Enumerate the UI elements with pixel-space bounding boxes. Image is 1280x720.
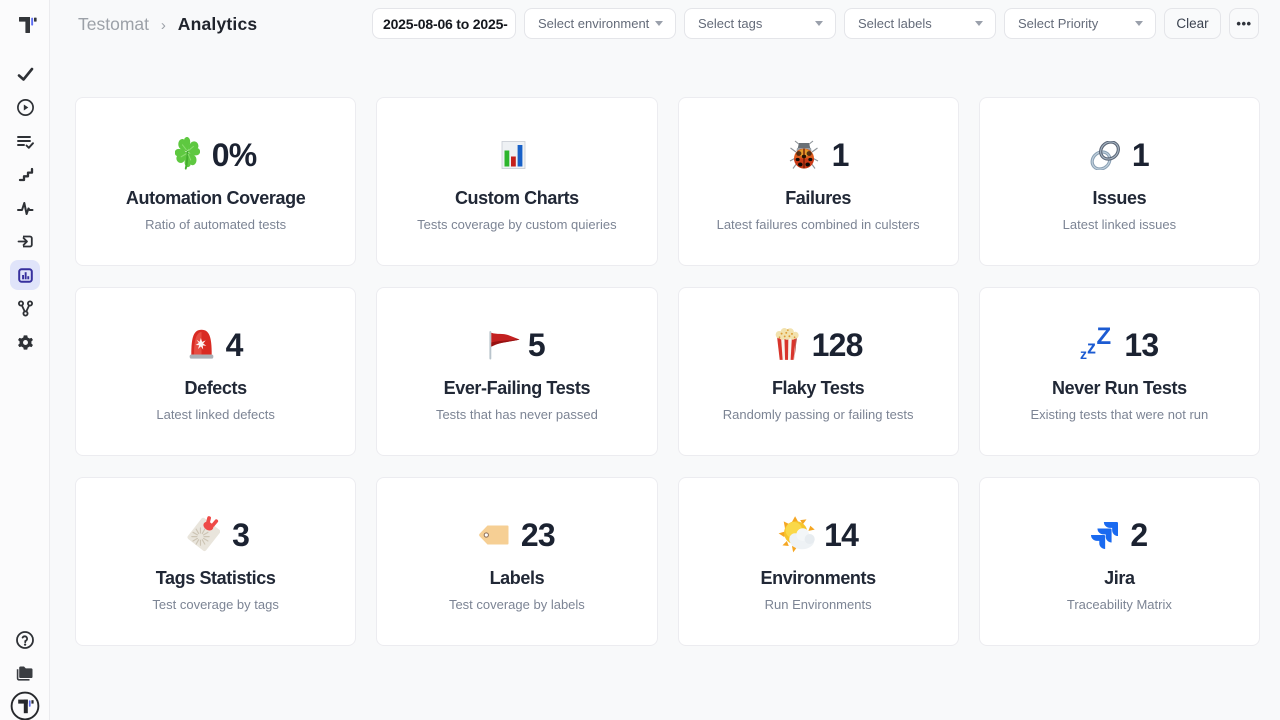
svg-text:z: z	[1087, 338, 1096, 358]
svg-text:Z: Z	[1097, 327, 1112, 350]
svg-text:z: z	[1080, 346, 1087, 360]
